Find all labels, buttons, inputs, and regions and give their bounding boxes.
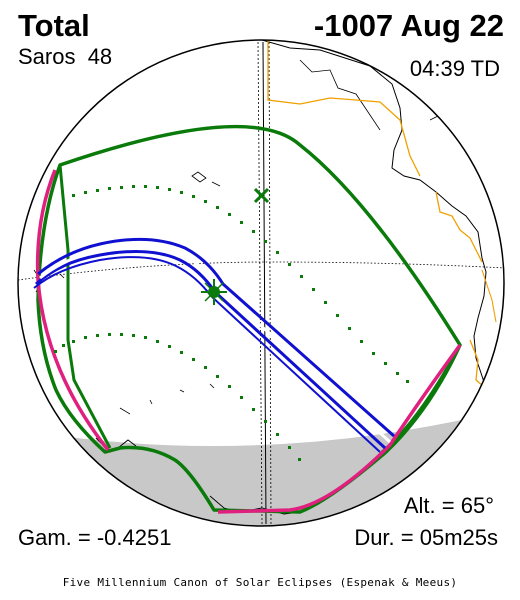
meridian-solid	[262, 41, 267, 525]
island-west-b	[59, 273, 65, 279]
southern-limit-dotted-curve	[54, 333, 301, 461]
globe-disk	[18, 40, 504, 526]
island-north-pacific-b	[211, 181, 221, 187]
meridian-dotted-left	[257, 41, 263, 525]
sunrise-curve	[35, 169, 110, 452]
gamma-label: Gam. = -0.4251	[18, 525, 172, 550]
greatest-eclipse-marker	[201, 279, 227, 305]
penumbral-west-limit	[58, 164, 112, 449]
penumbral-limit-outline	[36, 124, 462, 514]
eclipse-type-title: Total	[18, 8, 90, 43]
north-america-coastline	[261, 40, 487, 383]
subsolar-point-marker	[253, 187, 270, 204]
northern-limit-dotted-curve	[72, 185, 409, 383]
islands-south-pacific	[119, 383, 215, 415]
us-mexico-border	[435, 191, 483, 263]
central-path-center-gap	[39, 244, 392, 444]
central-path-north-limit	[37, 237, 395, 438]
saros-label: Saros 48	[18, 44, 113, 69]
central-path-south-limit	[34, 249, 387, 450]
night-side-shading	[18, 410, 504, 526]
duration-label: Dur. = 05m25s	[354, 525, 498, 550]
credit-footer: Five Millennium Canon of Solar Eclipses …	[62, 576, 458, 589]
time-label: 04:39 TD	[409, 56, 500, 81]
central-path-outer-limit	[33, 256, 381, 453]
canada-us-border	[267, 40, 421, 177]
sunset-curve	[217, 343, 462, 514]
meridian-dotted-right	[268, 41, 272, 525]
eclipse-date-title: -1007 Aug 22	[313, 8, 504, 43]
altitude-label: Alt. = 65°	[403, 493, 494, 518]
globe-outline	[17, 39, 505, 527]
arctic-coast-detail	[299, 59, 381, 131]
island-north-pacific	[191, 171, 207, 183]
central-america-border	[481, 269, 497, 323]
